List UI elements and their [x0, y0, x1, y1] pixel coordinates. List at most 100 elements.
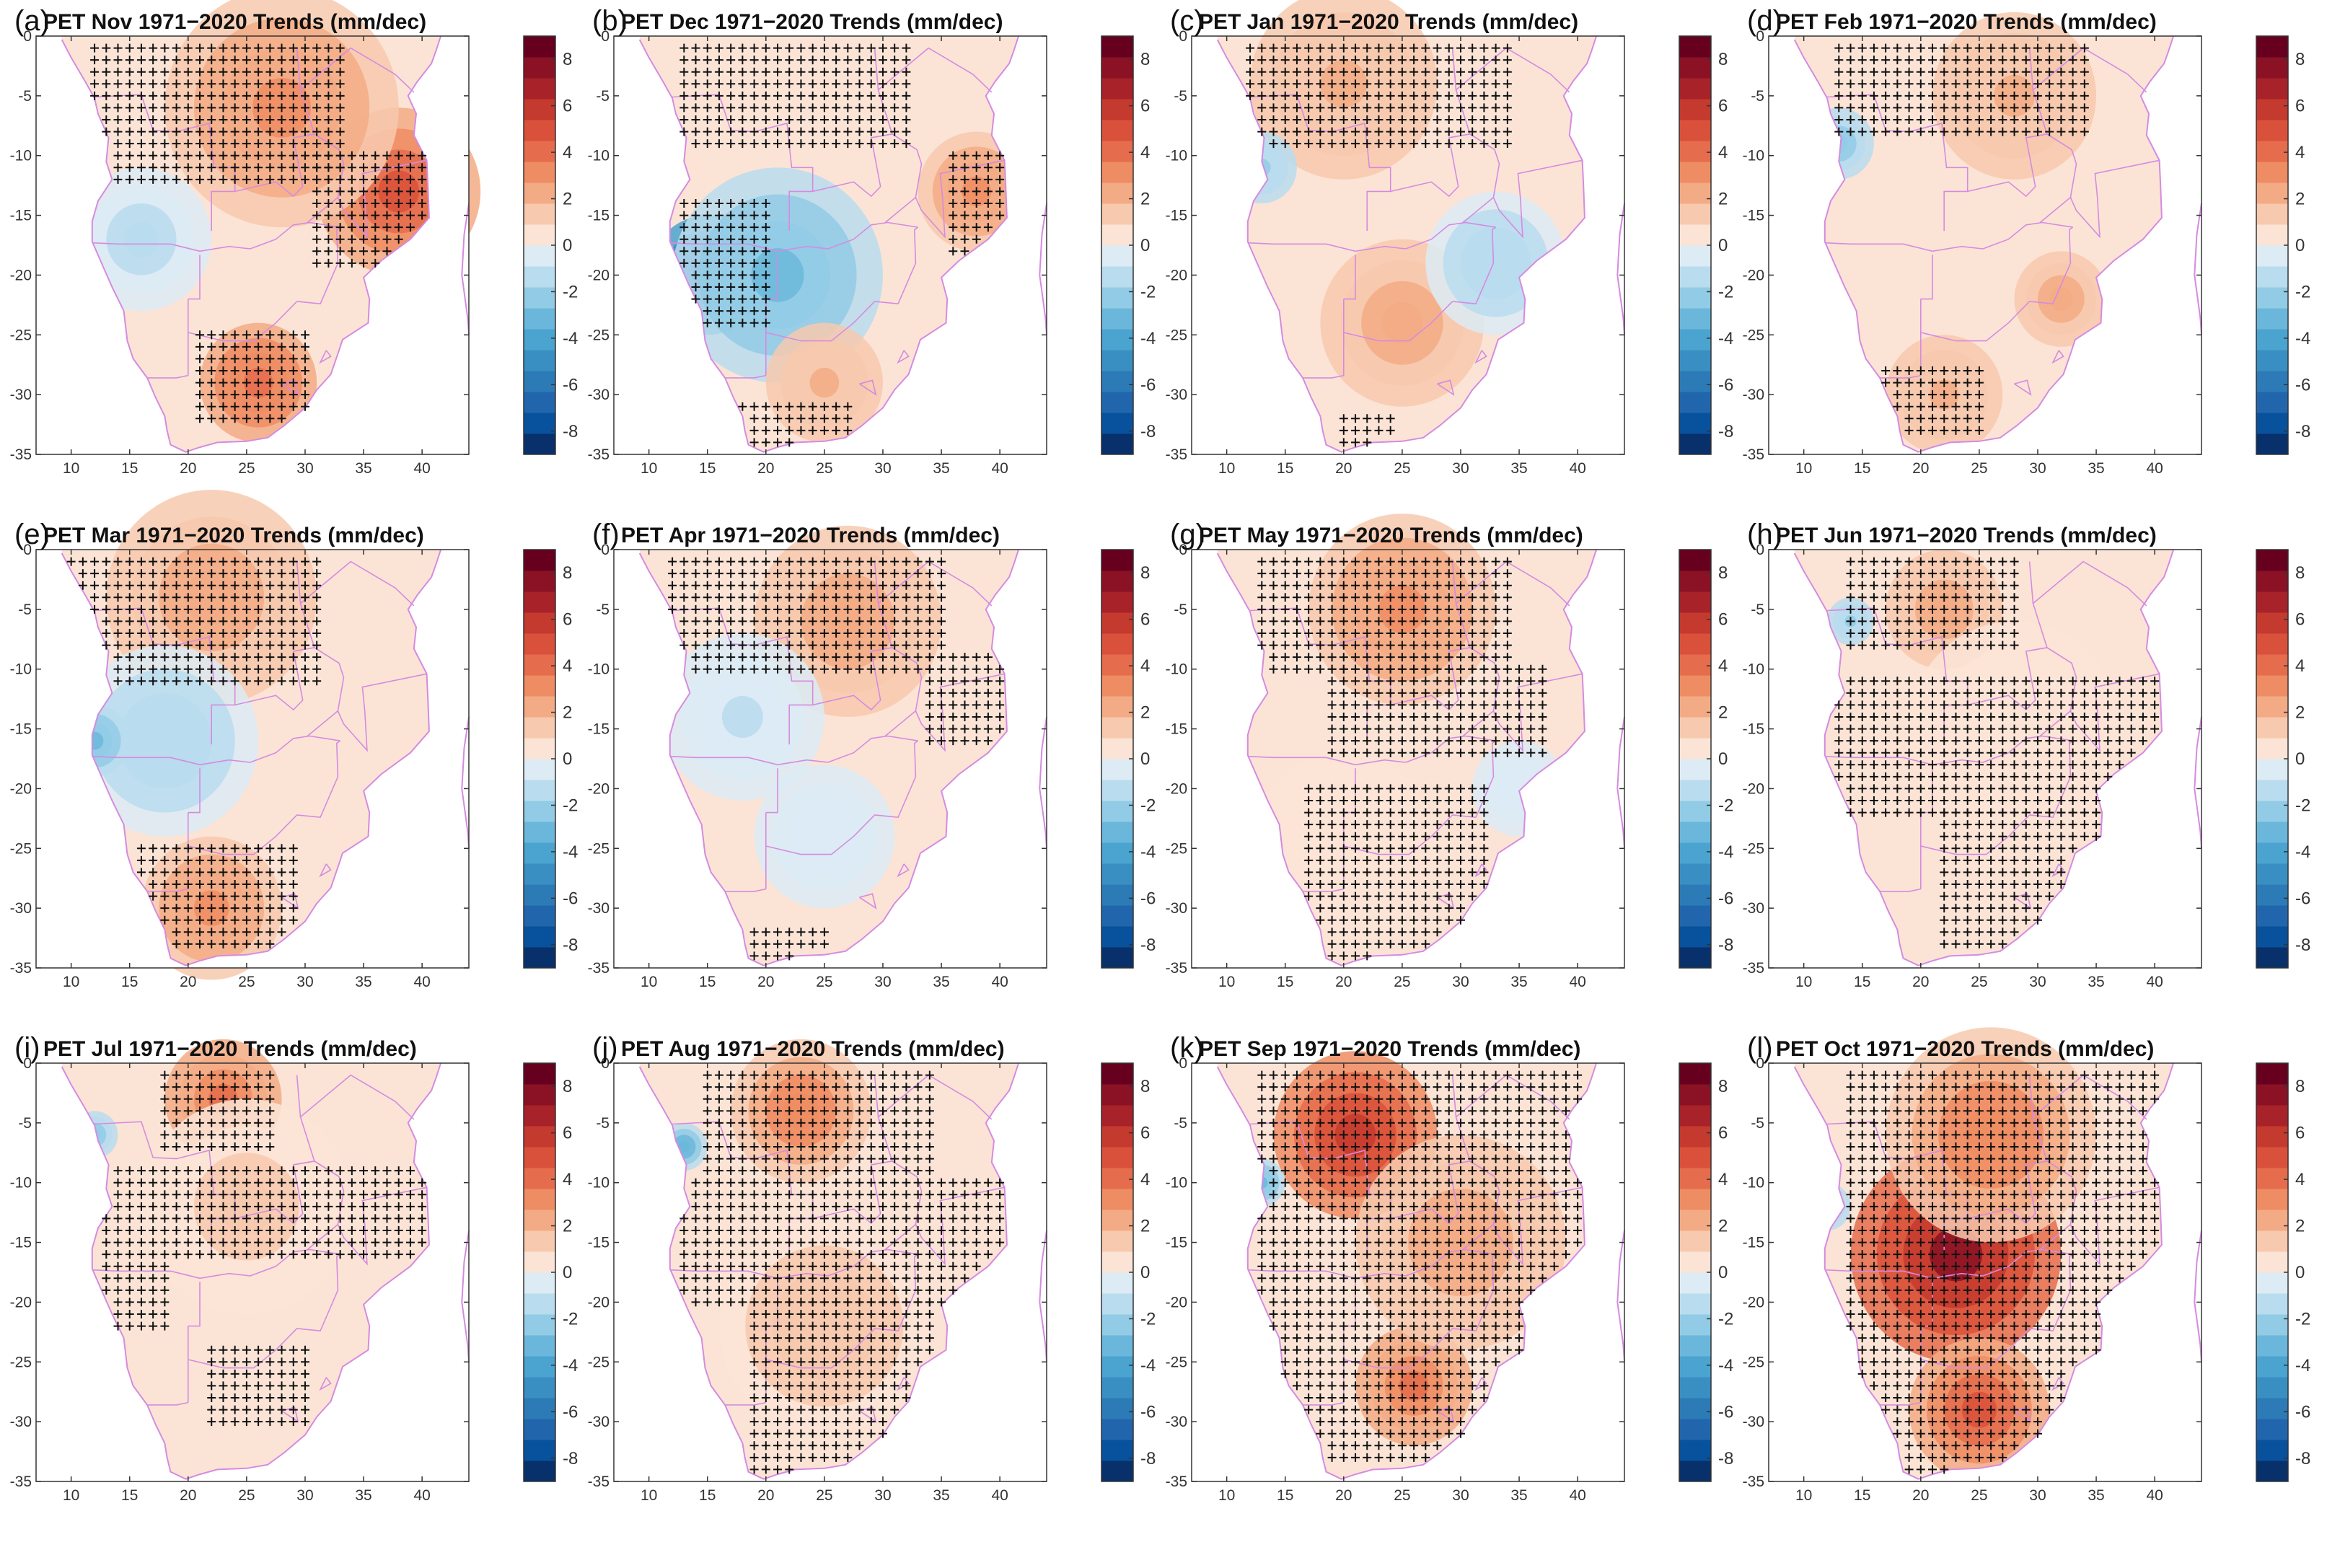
colorbar-swatch — [524, 1126, 555, 1148]
significance-cross — [1433, 79, 1442, 89]
significance-cross — [335, 187, 345, 196]
significance-cross — [1257, 43, 1267, 53]
significance-cross — [819, 127, 829, 136]
significance-cross — [90, 91, 100, 100]
significance-cross — [1479, 115, 1489, 124]
colorbar-swatch — [2256, 141, 2288, 162]
significance-cross — [819, 414, 829, 423]
significance-cross — [785, 414, 794, 423]
significance-cross — [289, 175, 298, 184]
country-border — [877, 47, 993, 93]
colorbar-swatch — [1101, 842, 1133, 864]
colorbar-swatch — [1679, 203, 1711, 225]
y-tick-label: -30 — [10, 1414, 32, 1430]
country-border — [250, 221, 340, 250]
y-tick-label: -10 — [10, 148, 32, 164]
y-tick-label: -20 — [588, 780, 610, 797]
colorbar-tick-label: 2 — [563, 1217, 572, 1236]
colorbar-swatch — [524, 141, 555, 162]
significance-cross — [738, 211, 747, 220]
significance-cross — [1421, 103, 1430, 113]
significance-cross — [703, 115, 712, 124]
significance-cross — [207, 79, 216, 89]
significance-cross — [418, 163, 427, 172]
colorbar-swatch — [1679, 329, 1711, 351]
significance-cross — [773, 402, 783, 411]
madagascar-coast — [461, 203, 470, 335]
significance-cross — [1386, 91, 1395, 100]
significance-cross — [183, 79, 193, 89]
significance-cross — [749, 247, 759, 256]
significance-cross — [1363, 56, 1372, 65]
significance-cross — [1479, 79, 1489, 89]
significance-cross — [1479, 127, 1489, 136]
trend-field-2 — [1478, 245, 1513, 281]
significance-cross — [1433, 43, 1442, 53]
significance-cross — [738, 258, 747, 268]
significance-cross — [289, 151, 298, 160]
significance-cross — [219, 342, 228, 351]
y-tick-label: -35 — [10, 1474, 32, 1490]
significance-cross — [1479, 103, 1489, 113]
colorbar-tick-label: -8 — [1718, 422, 1733, 441]
significance-cross — [843, 127, 853, 136]
significance-cross — [1304, 103, 1314, 113]
colorbar-swatch — [524, 863, 555, 885]
colorbar-swatch — [524, 612, 555, 634]
colorbar-tick-label: -6 — [1140, 375, 1156, 395]
colorbar-tick-label: 4 — [1718, 143, 1728, 162]
country-border — [1303, 374, 1344, 379]
significance-cross — [983, 163, 993, 172]
significance-cross — [300, 56, 309, 65]
significance-cross — [866, 115, 876, 124]
significance-cross — [761, 199, 770, 208]
significance-cross — [785, 139, 794, 149]
significance-cross — [679, 223, 689, 232]
significance-cross — [983, 199, 993, 208]
significance-cross — [335, 151, 345, 160]
significance-cross — [1444, 91, 1453, 100]
significance-cross — [796, 402, 806, 411]
significance-cross — [324, 223, 333, 232]
significance-cross — [1503, 103, 1512, 113]
colorbar-swatch — [2256, 591, 2288, 613]
significance-cross — [1304, 43, 1314, 53]
significance-cross — [890, 67, 899, 76]
significance-cross — [749, 270, 759, 280]
colorbar-swatch — [1101, 266, 1133, 288]
y-tick-label: -10 — [1166, 148, 1187, 164]
colorbar-tick-label: 8 — [2295, 50, 2305, 69]
colorbar-swatch — [1679, 571, 1711, 592]
significance-cross — [1468, 103, 1477, 113]
colorbar-tick-label: -4 — [2295, 842, 2310, 862]
significance-cross — [347, 163, 356, 172]
significance-cross — [172, 139, 181, 149]
significance-cross — [207, 127, 216, 136]
significance-cross — [749, 91, 759, 100]
significance-cross — [761, 438, 770, 447]
colorbar-swatch — [2256, 696, 2288, 718]
colorbar-swatch — [524, 1461, 555, 1482]
x-tick-label: 35 — [2088, 974, 2104, 990]
colorbar-swatch — [1101, 675, 1133, 697]
significance-cross — [796, 43, 806, 53]
significance-cross — [160, 56, 170, 65]
significance-cross — [761, 67, 770, 76]
colorbar-tick-label: -2 — [563, 282, 578, 301]
significance-cross — [878, 139, 887, 149]
significance-cross — [289, 163, 298, 172]
significance-cross — [405, 199, 415, 208]
significance-cross — [382, 211, 392, 220]
colorbar-swatch — [524, 99, 555, 120]
significance-cross — [1269, 79, 1278, 89]
colorbar-tick-label: 6 — [563, 610, 572, 630]
significance-cross — [300, 67, 309, 76]
colorbar-swatch — [2256, 675, 2288, 697]
colorbar-swatch — [524, 1168, 555, 1189]
significance-cross — [679, 79, 689, 89]
colorbar-tick-label: -4 — [563, 329, 578, 348]
significance-cross — [300, 378, 309, 387]
colorbar-tick-label: 0 — [563, 749, 572, 769]
significance-cross — [359, 211, 369, 220]
significance-cross — [749, 199, 759, 208]
